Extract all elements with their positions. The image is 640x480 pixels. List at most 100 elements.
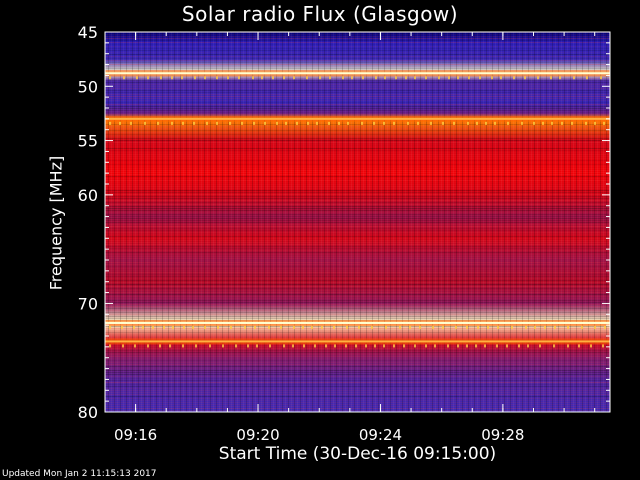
interference-dot [230,325,232,329]
interference-dot [307,121,309,125]
interference-dot [467,121,469,125]
interference-dot [342,76,344,80]
interference-dot [585,121,587,125]
interference-dot [603,121,605,125]
interference-dot [457,344,459,348]
interference-dot [144,121,146,125]
interference-dot [171,76,173,80]
axes: 45 50 55 60 70 80 09:16 09:20 09:24 09:28 [78,23,611,444]
interference-dot [373,121,375,125]
interference-dot [581,325,583,329]
interference-dot [521,121,523,125]
interference-dot [229,121,231,125]
interference-dot [455,325,457,329]
interference-dot [468,76,470,80]
time-stripe-texture [105,32,610,412]
interference-dot [365,344,367,348]
interference-dot [487,325,489,329]
interference-dot [586,76,588,80]
emission-line [105,117,610,120]
x-tick-label: 09:20 [236,426,279,444]
y-tick-label: 70 [78,294,98,313]
interference-dot [534,325,536,329]
interference-dot [567,344,569,348]
interference-dot [268,325,270,329]
interference-dot [425,76,427,80]
interference-dot [109,344,111,348]
interference-dot [325,344,327,348]
interference-dot [133,325,135,329]
interference-dot [206,121,208,125]
interference-dot [235,344,237,348]
x-tick-label: 09:24 [359,426,402,444]
interference-dot [466,344,468,348]
interference-dot [238,76,240,80]
interference-dot [209,344,211,348]
interference-dot [244,325,246,329]
interference-dot [311,325,313,329]
interference-dot [195,344,197,348]
interference-dot [134,344,136,348]
interference-dot [457,76,459,80]
interference-dot [371,325,373,329]
interference-dot [561,121,563,125]
interference-dot [476,121,478,125]
interference-dot [123,76,125,80]
interference-dot [204,76,206,80]
interference-dot [119,121,121,125]
interference-dot [254,325,256,329]
interference-dot [136,76,138,80]
interference-dot [261,76,263,80]
interference-dot [362,76,364,80]
interference-dot [222,344,224,348]
interference-dot [438,76,440,80]
interference-dot [283,344,285,348]
interference-dot [414,344,416,348]
interference-dot [533,121,535,125]
interference-dot [511,325,513,329]
interference-dot [217,325,219,329]
interference-dot [109,121,111,125]
interference-dot [182,121,184,125]
interference-dot [544,325,546,329]
interference-dot [494,121,496,125]
interference-dot [338,121,340,125]
interference-dot [264,121,266,125]
interference-dot [571,121,573,125]
interference-dot [241,121,243,125]
interference-dot [147,344,149,348]
interference-dot [604,325,606,329]
interference-dot [252,76,254,80]
plot-area [105,32,610,412]
interference-dot [484,344,486,348]
interference-dot [169,344,171,348]
interference-dot [216,76,218,80]
interference-dot [256,344,258,348]
interference-dot [383,344,385,348]
interference-dot [355,344,357,348]
interference-dot [475,344,477,348]
interference-dot [283,76,285,80]
interference-dot [314,344,316,348]
interference-dot [393,121,395,125]
y-tick-label: 45 [78,23,98,42]
interference-dot [600,76,602,80]
interference-dot [292,344,294,348]
interference-dot [537,76,539,80]
interference-dot [414,76,416,80]
interference-dot [432,325,434,329]
interference-dot [157,121,159,125]
interference-dot [351,76,353,80]
interference-dot [160,76,162,80]
interference-dot [172,325,174,329]
interference-dot [590,344,592,348]
interference-dot [109,325,111,329]
interference-dot [383,121,385,125]
interference-dot [152,325,154,329]
interference-dot [321,325,323,329]
interference-dot [316,121,318,125]
interference-dot [513,76,515,80]
interference-dot [430,121,432,125]
interference-dot [594,325,596,329]
interference-dot [594,121,596,125]
